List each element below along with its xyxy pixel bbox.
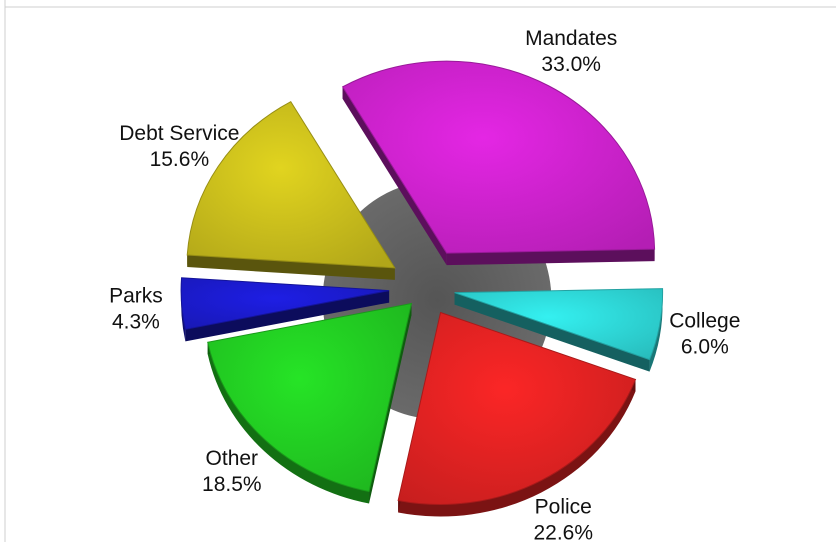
slice-value-mandates: 33.0%	[541, 53, 601, 76]
pie-slice-debt-service	[186, 100, 396, 269]
pie-slice-edge-college	[649, 288, 663, 372]
slice-label-other: Other	[206, 447, 259, 470]
pie-slice-wall-mandates	[342, 86, 447, 266]
pie-slice-wall-debt-service	[187, 255, 395, 280]
slice-value-other: 18.5%	[202, 473, 262, 496]
pie-slice-other	[207, 302, 413, 493]
slice-label-college: College	[669, 310, 740, 333]
pie-slice-wall-mandates	[446, 249, 655, 266]
slice-value-police: 22.6%	[533, 522, 593, 542]
pie-slice-wall-parks	[185, 290, 390, 342]
pie-slice-mandates	[341, 60, 656, 254]
pie-slice-parks	[180, 277, 390, 330]
slice-label-police: Police	[535, 496, 592, 519]
pie-slice-edge-other	[207, 342, 370, 504]
pie-slice-college	[454, 288, 664, 361]
slice-label-parks: Parks	[109, 285, 163, 308]
pie-slice-wall-college	[454, 292, 650, 372]
slice-value-debt-service: 15.6%	[150, 148, 210, 171]
pie-slice-police	[397, 311, 637, 505]
slice-value-college: 6.0%	[681, 336, 729, 359]
slice-label-debt-service: Debt Service	[119, 122, 239, 145]
slice-label-mandates: Mandates	[525, 27, 617, 50]
pie-slice-wall-other	[369, 303, 412, 504]
slice-value-parks: 4.3%	[112, 311, 160, 334]
